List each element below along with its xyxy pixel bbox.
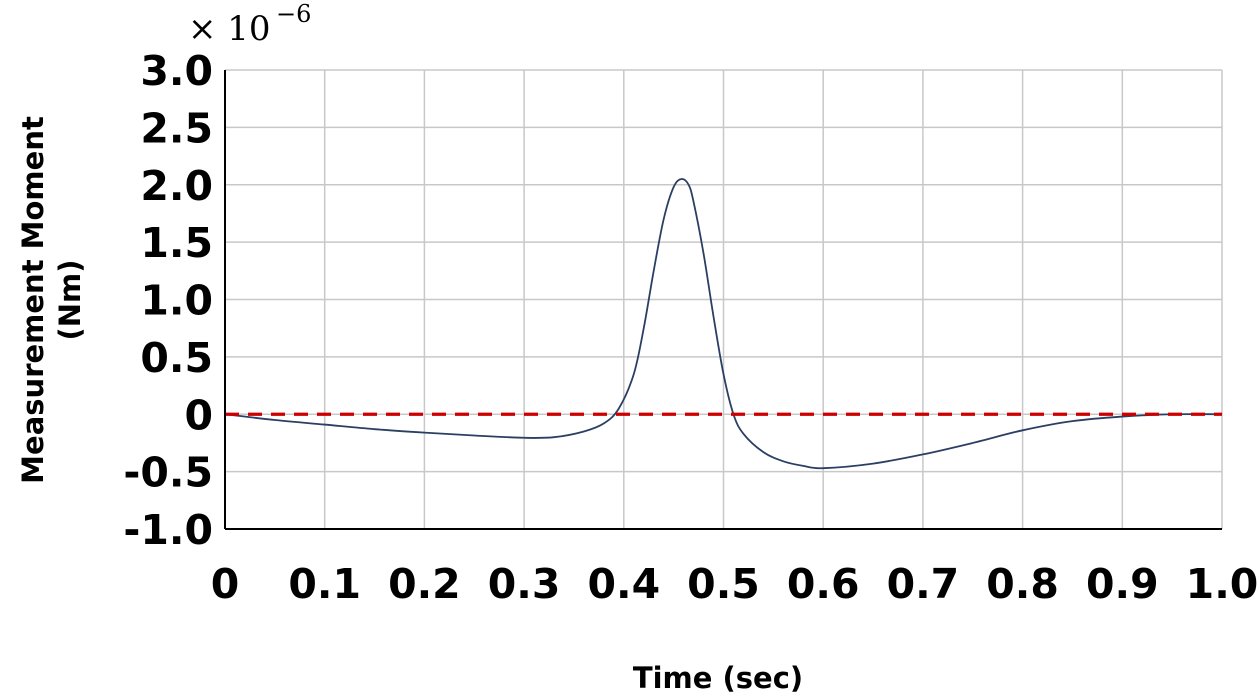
x-tick-label: 0.4: [587, 560, 660, 608]
y-tick-label: 2.0: [140, 162, 213, 210]
y-tick-label: -0.5: [123, 449, 213, 497]
y-axis-title-line-1: Measurement Moment: [16, 116, 50, 484]
y-axis-title: Measurement Moment (Nm): [16, 116, 87, 484]
x-tick-label: 0.1: [288, 560, 361, 608]
x-tick-label: 0.3: [488, 560, 561, 608]
x-tick-label: 0.5: [687, 560, 760, 608]
x-tick-label: 0: [211, 560, 240, 608]
x-tick-label: 0.2: [388, 560, 461, 608]
y-tick-label: 1.0: [140, 277, 213, 325]
y-tick-label: -1.0: [123, 506, 213, 554]
grid-lines: [224, 69, 1223, 529]
x-tick-label: 0.7: [887, 560, 960, 608]
series-layer: [224, 178, 1223, 470]
y-tick-label: 2.5: [140, 104, 213, 152]
multiplier-base: × 10: [188, 9, 271, 49]
scale-multiplier: × 10 −6: [188, 0, 311, 49]
y-tick-label: 1.5: [140, 219, 213, 267]
x-tick-label: 1.0: [1186, 560, 1259, 608]
y-tick-label: 0.5: [140, 334, 213, 382]
moment-series-line: [224, 178, 1223, 470]
x-axis-title: Time (sec): [633, 661, 803, 695]
multiplier-exponent: −6: [276, 0, 311, 28]
axes: [224, 70, 1222, 530]
y-tick-label: 0: [184, 391, 213, 439]
x-tick-label: 0.8: [986, 560, 1059, 608]
tick-labels: 0 0.1 0.2 0.3 0.4 0.5 0.6 0.7 0.8 0.9 1.0 -1.0 -0.5 0…: [123, 47, 1258, 608]
y-axis-title-line-2: (Nm): [53, 260, 87, 341]
x-tick-label: 0.6: [787, 560, 860, 608]
x-tick-label: 0.9: [1086, 560, 1159, 608]
y-tick-label: 3.0: [140, 47, 213, 95]
